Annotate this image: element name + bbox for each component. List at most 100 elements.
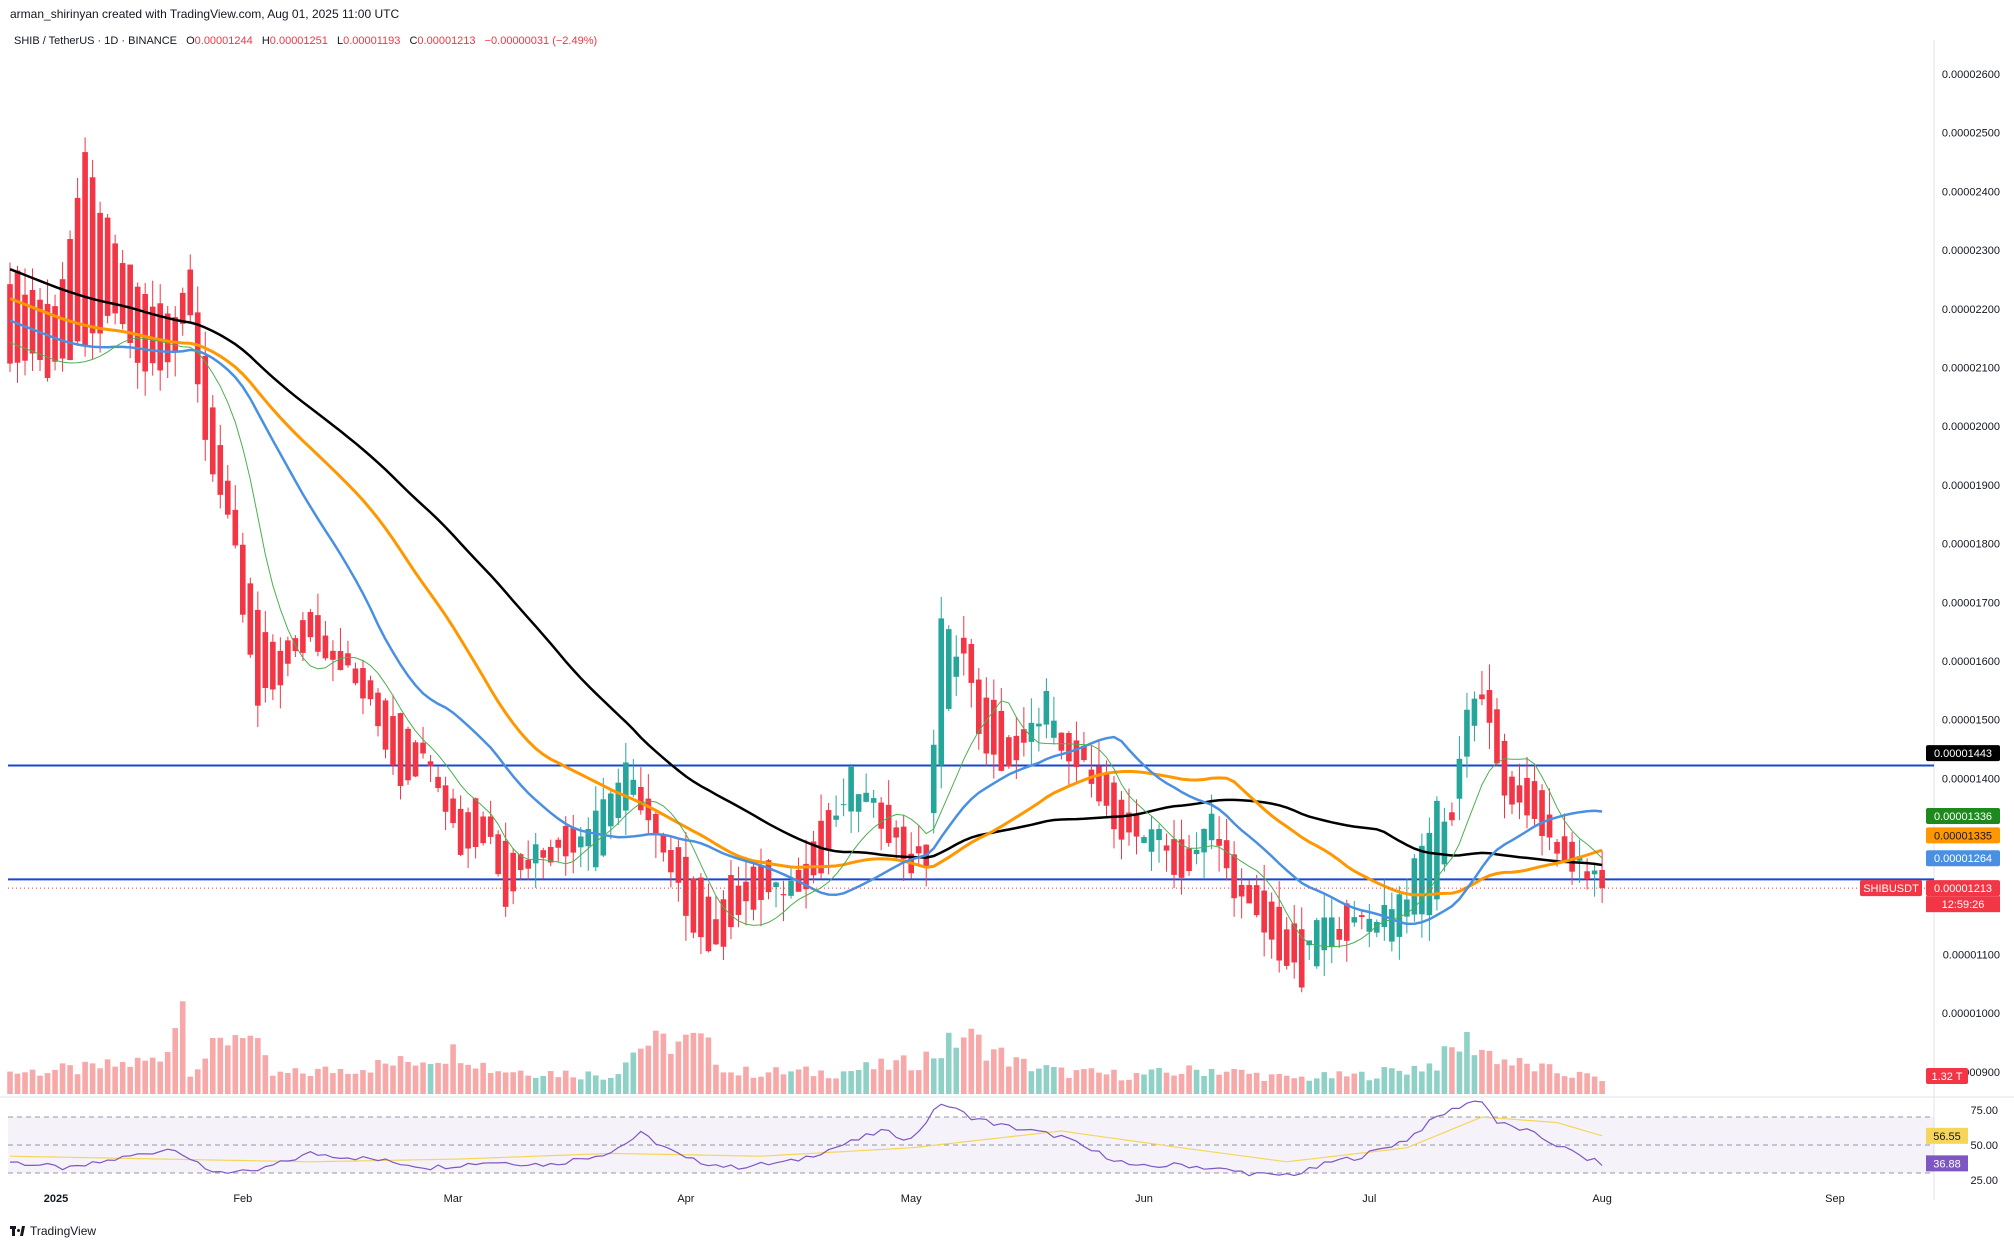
candle bbox=[315, 593, 321, 657]
candle-body bbox=[998, 710, 1005, 771]
candle bbox=[1261, 864, 1267, 957]
candle bbox=[1216, 816, 1222, 872]
candle-body bbox=[1546, 814, 1553, 838]
candle bbox=[1389, 892, 1395, 952]
rsi-ma-badge-text: 56.55 bbox=[1933, 1131, 1961, 1143]
candle-body bbox=[878, 802, 884, 829]
candle bbox=[202, 331, 209, 461]
candle bbox=[1374, 919, 1380, 938]
volume-bar bbox=[1088, 1068, 1095, 1094]
rsi-ma-badge-bg bbox=[1926, 1127, 1968, 1144]
sma-green-badge-bg bbox=[1926, 807, 2000, 824]
tradingview-brand[interactable]: TradingView bbox=[10, 1224, 96, 1238]
volume-bar bbox=[119, 1062, 126, 1094]
symbol-title[interactable]: SHIB / TetherUS · 1D · BINANCE bbox=[14, 35, 178, 47]
volume-bar bbox=[615, 1074, 622, 1094]
candle bbox=[1088, 746, 1095, 798]
candle-body bbox=[330, 650, 336, 660]
volume-bar bbox=[998, 1047, 1005, 1094]
last-price-badge-bg bbox=[1926, 880, 2000, 897]
volume-bar bbox=[1554, 1073, 1560, 1094]
time-axis-label: Jul bbox=[1362, 1193, 1376, 1205]
candle-body bbox=[495, 834, 501, 875]
candle bbox=[975, 667, 982, 750]
price-axis-tick: 0.00002500 bbox=[1942, 128, 2000, 140]
candle-body bbox=[502, 840, 509, 907]
candle bbox=[1066, 730, 1072, 786]
volume-bar bbox=[1201, 1075, 1207, 1094]
symbol-ohlc-legend[interactable]: SHIB / TetherUS · 1D · BINANCE O0.000012… bbox=[14, 35, 597, 47]
candle-body bbox=[1411, 858, 1418, 915]
candle bbox=[570, 814, 577, 874]
volume-bar bbox=[1178, 1073, 1185, 1094]
rsi-axis-tick: 75.00 bbox=[1970, 1105, 1998, 1117]
candle-body bbox=[660, 834, 667, 853]
candle bbox=[465, 807, 471, 868]
volume-bar bbox=[1509, 1065, 1515, 1094]
candle bbox=[1449, 802, 1455, 826]
volume-bar bbox=[743, 1066, 749, 1094]
price-axis-tick: 0.00001500 bbox=[1942, 715, 2000, 727]
candle bbox=[562, 816, 569, 876]
candle-body bbox=[1486, 690, 1493, 723]
volume-bar bbox=[397, 1056, 404, 1094]
candle-body bbox=[1246, 885, 1252, 904]
time-axis-label: Aug bbox=[1592, 1193, 1612, 1205]
candle bbox=[1599, 850, 1605, 903]
sma-black-badge: 0.00001443 bbox=[1926, 745, 2000, 762]
candle bbox=[360, 659, 366, 715]
volume-bar bbox=[525, 1075, 531, 1094]
candle-body bbox=[592, 810, 599, 868]
price-axis-tick: 0.00001400 bbox=[1942, 773, 2000, 785]
volume-bar bbox=[307, 1076, 314, 1094]
candle-body bbox=[623, 762, 629, 811]
candle bbox=[390, 694, 396, 775]
countdown-badge-text: 12:59:26 bbox=[1942, 899, 1985, 911]
candle bbox=[765, 858, 772, 900]
candle-body bbox=[562, 826, 569, 857]
candle-body bbox=[1313, 920, 1320, 967]
volume-bar bbox=[22, 1072, 28, 1094]
volume-bar bbox=[1163, 1072, 1170, 1094]
candle-body bbox=[1494, 709, 1500, 764]
candle bbox=[52, 294, 58, 371]
candle-body bbox=[825, 810, 832, 850]
volume-bar bbox=[472, 1068, 479, 1094]
volume-bar bbox=[157, 1061, 163, 1094]
volume-bar bbox=[915, 1070, 922, 1094]
sma-orange-badge-bg bbox=[1926, 827, 2000, 844]
volume-bar bbox=[795, 1069, 802, 1094]
volume-bar bbox=[1291, 1078, 1298, 1094]
candle-body bbox=[1103, 774, 1110, 806]
candle-body bbox=[788, 880, 794, 896]
candle-body bbox=[1441, 821, 1448, 865]
volume-bar bbox=[427, 1064, 434, 1094]
volume-bar bbox=[1073, 1070, 1080, 1094]
candle bbox=[1283, 917, 1290, 970]
time-axis-label: Mar bbox=[444, 1193, 463, 1205]
time-axis-label: 2025 bbox=[44, 1193, 68, 1205]
countdown-badge-bg bbox=[1926, 896, 2000, 913]
volume-bar bbox=[1141, 1074, 1147, 1094]
candle bbox=[555, 837, 562, 862]
volume-bar bbox=[104, 1059, 111, 1094]
candle-body bbox=[1554, 841, 1560, 854]
volume-bar bbox=[172, 1028, 179, 1094]
candle-body bbox=[240, 544, 246, 615]
volume-bar bbox=[1449, 1047, 1455, 1094]
price-axis-tick: 0.00001100 bbox=[1943, 950, 2000, 962]
candle-body bbox=[1419, 845, 1425, 915]
volume-badge-bg bbox=[1926, 1068, 1968, 1084]
volume-bar bbox=[923, 1051, 930, 1094]
volume-bar bbox=[818, 1070, 824, 1094]
candle bbox=[833, 795, 839, 827]
candle bbox=[22, 268, 28, 376]
volume-bar bbox=[1456, 1051, 1463, 1094]
volume-bar bbox=[502, 1072, 509, 1094]
candle-body bbox=[810, 841, 817, 876]
candle-body bbox=[397, 713, 404, 787]
candle bbox=[7, 262, 13, 373]
candle bbox=[1141, 835, 1147, 844]
candle-body bbox=[893, 827, 899, 838]
